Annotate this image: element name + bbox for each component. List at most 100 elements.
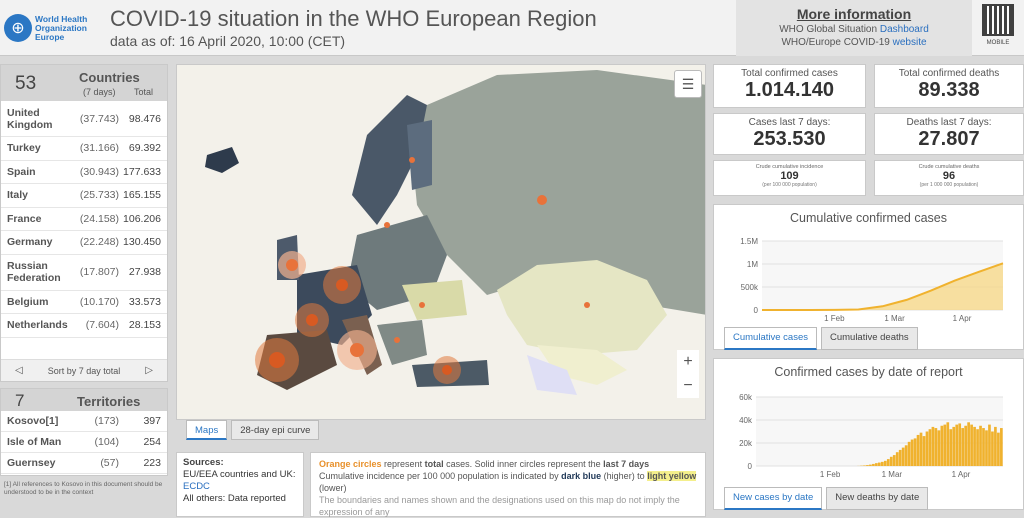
bar	[952, 427, 955, 466]
kpi-total-deaths: Total confirmed deaths 89.338	[874, 64, 1024, 108]
table-row[interactable]: Italy(25.733)165.155	[1, 184, 167, 208]
global-dashboard-label: WHO Global Situation	[779, 24, 877, 35]
table-row[interactable]: Kosovo[1](173)397	[1, 411, 167, 432]
website-link[interactable]: website	[893, 37, 927, 48]
table-row[interactable]: Germany(22.248)130.450	[1, 231, 167, 255]
kpi-incidence: Crude cumulative incidence 109 (per 100 …	[713, 160, 866, 196]
kpi-value: 1.014.140	[714, 79, 865, 101]
table-row[interactable]: France(24.158)106.206	[1, 208, 167, 232]
y-tick-label: 0	[748, 462, 753, 471]
cumulative-tabs: Cumulative cases Cumulative deaths	[724, 327, 922, 350]
bar	[926, 432, 929, 467]
table-row[interactable]: Russian Federation(17.807)27.938	[1, 255, 167, 291]
row-last7: (104)	[69, 436, 119, 448]
bar	[943, 425, 946, 466]
countries-header: 53 Countries (7 days) Total	[1, 65, 167, 101]
table-row[interactable]: Isle of Man(104)254	[1, 432, 167, 453]
bar	[896, 452, 899, 466]
europe-map[interactable]	[176, 64, 706, 420]
row-name: Isle of Man	[7, 436, 69, 448]
circle-spain-inner[interactable]	[269, 352, 285, 368]
bar	[946, 422, 949, 466]
x-tick-label: 1 Feb	[824, 314, 845, 323]
sort-label[interactable]: Sort by 7 day total	[48, 366, 121, 376]
zoom-in-button[interactable]: +	[677, 350, 699, 374]
y-tick-label: 60k	[739, 393, 753, 402]
row-name: Russian Federation	[7, 260, 69, 284]
row-last7: (25.733)	[69, 189, 119, 201]
sources-others-line: All others: Data reported	[183, 493, 297, 505]
prev-arrow-icon[interactable]: ◁	[15, 360, 23, 382]
bar	[923, 436, 926, 466]
y-tick-label: 500k	[741, 283, 759, 292]
bar	[902, 448, 905, 466]
row-name: Kosovo[1]	[7, 415, 69, 427]
bar	[887, 459, 890, 466]
bar	[1000, 428, 1003, 466]
daily-chart-title: Confirmed cases by date of report	[714, 365, 1023, 379]
legend-text: cases. Solid inner circles represent the	[444, 459, 604, 469]
circle-kazakhstan[interactable]	[584, 302, 590, 308]
bar	[914, 438, 917, 466]
circle-russia[interactable]	[537, 195, 547, 205]
bar	[899, 450, 902, 466]
kpi-label: Total confirmed deaths	[875, 68, 1023, 79]
table-row[interactable]: Spain(30.943)177.633	[1, 161, 167, 185]
circle-france-inner[interactable]	[306, 314, 318, 326]
bar	[881, 462, 884, 466]
row-name: France	[7, 213, 69, 225]
bar	[949, 429, 952, 466]
bar	[994, 427, 997, 466]
kpi-total-cases: Total confirmed cases 1.014.140	[713, 64, 866, 108]
circle-ukraine[interactable]	[419, 302, 425, 308]
kpi-label: Deaths last 7 days:	[875, 117, 1023, 128]
zoom-out-button[interactable]: −	[677, 374, 699, 398]
qr-code-icon[interactable]	[982, 4, 1014, 36]
legend-text: Cumulative incidence per 100 000 populat…	[319, 471, 561, 481]
y-tick-label: 40k	[739, 416, 753, 425]
circle-italy-inner[interactable]	[350, 343, 364, 357]
ecdc-link[interactable]: ECDC	[183, 481, 297, 493]
tab-cumulative-cases[interactable]: Cumulative cases	[724, 327, 817, 350]
tab-maps[interactable]: Maps	[186, 420, 227, 440]
circle-turkey-inner[interactable]	[442, 365, 452, 375]
row-total: 106.206	[119, 213, 161, 225]
col-7days: (7 days)	[83, 87, 116, 97]
territories-header: 7 Territories	[1, 389, 167, 411]
tab-new-cases[interactable]: New cases by date	[724, 487, 822, 510]
table-row[interactable]: Netherlands(7.604)28.153	[1, 314, 167, 338]
row-total: 254	[119, 436, 161, 448]
kpi-value: 109	[714, 170, 865, 182]
bar	[935, 428, 938, 466]
next-arrow-icon[interactable]: ▷	[145, 360, 153, 382]
x-tick-label: 1 Apr	[952, 470, 971, 479]
circle-balkans[interactable]	[394, 337, 400, 343]
table-row[interactable]: Turkey(31.166)69.392	[1, 137, 167, 161]
circle-uk-inner[interactable]	[286, 259, 298, 271]
bar	[979, 426, 982, 466]
who-logo[interactable]: ⊕ World Health Organization Europe	[4, 6, 90, 50]
kpi-value: 89.338	[875, 79, 1023, 101]
tab-epi-curve[interactable]: 28-day epi curve	[231, 420, 319, 440]
legend-list-icon[interactable]: ☰	[674, 70, 702, 98]
x-tick-label: 1 Feb	[820, 470, 841, 479]
bar	[991, 432, 994, 467]
dashboard-link[interactable]: Dashboard	[880, 24, 929, 35]
territories-count: 7	[15, 391, 24, 411]
circle-sweden[interactable]	[384, 222, 390, 228]
bar	[932, 427, 935, 466]
cumulative-chart-title: Cumulative confirmed cases	[714, 211, 1023, 225]
table-row[interactable]: United Kingdom(37.743)98.476	[1, 101, 167, 137]
circle-germany-inner[interactable]	[336, 279, 348, 291]
bar	[961, 428, 964, 466]
tab-new-deaths[interactable]: New deaths by date	[826, 487, 928, 510]
tab-cumulative-deaths[interactable]: Cumulative deaths	[821, 327, 918, 350]
row-name: Turkey	[7, 142, 69, 154]
table-row[interactable]: Guernsey(57)223	[1, 453, 167, 474]
legend-text: (lower)	[319, 483, 347, 493]
more-info-title[interactable]: More information	[736, 6, 972, 22]
table-row[interactable]: Belgium(10.170)33.573	[1, 291, 167, 315]
circle-finland[interactable]	[409, 157, 415, 163]
